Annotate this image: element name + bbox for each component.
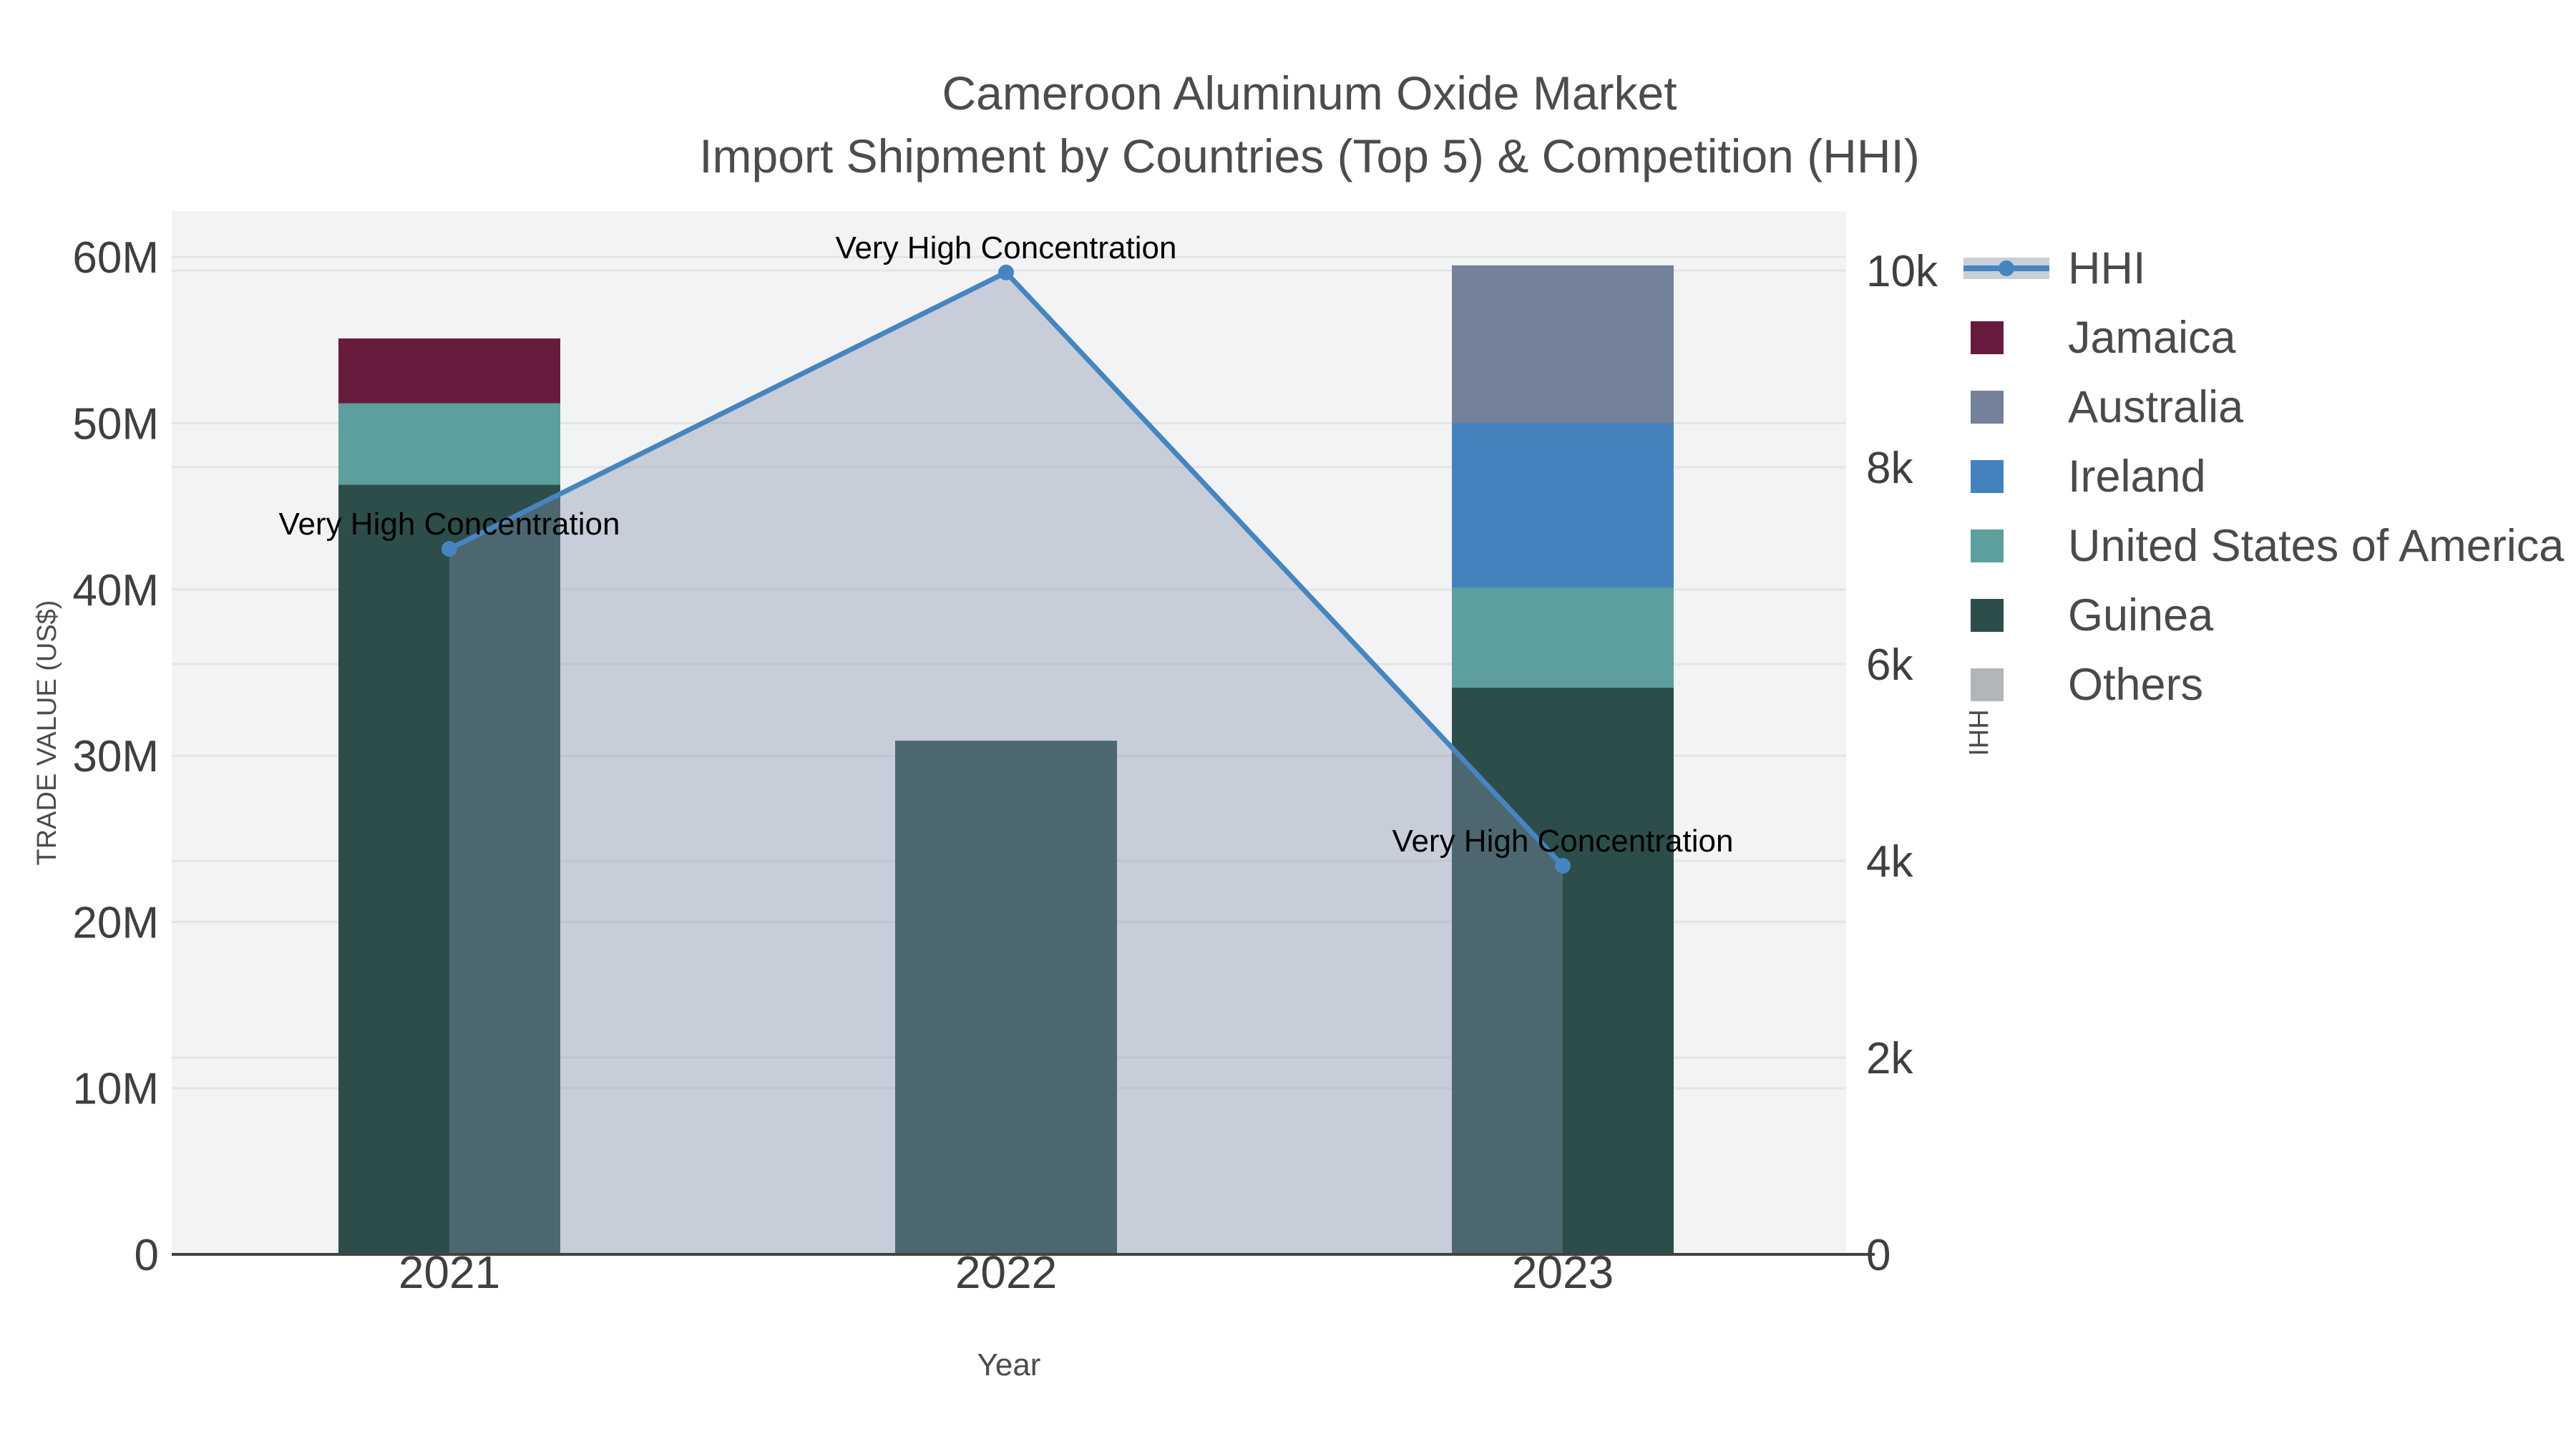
legend-swatch-area	[1961, 459, 2068, 493]
annotation-2023: Very High Concentration	[1392, 824, 1734, 859]
legend-color-swatch-icon	[1971, 668, 2004, 701]
bar-2023-australia[interactable]	[1452, 265, 1674, 424]
hhi-point-2022[interactable]	[998, 264, 1014, 280]
hhi-point-2021[interactable]	[441, 541, 457, 557]
legend-label: Ireland	[2068, 451, 2206, 502]
legend-item-united-states-of-america[interactable]: United States of America	[1961, 511, 2564, 580]
legend: HHI Jamaica Australia Ireland United States …	[1961, 233, 2564, 719]
legend-swatch-area	[1961, 321, 2068, 354]
legend-item-others[interactable]: Others	[1961, 650, 2564, 719]
bar-2022-guinea[interactable]	[895, 741, 1117, 1254]
legend-label: HHI	[2068, 243, 2146, 293]
legend-swatch-area	[1961, 390, 2068, 424]
y-right-tick-2k: 2k	[1866, 1034, 1913, 1083]
y-left-tick-30M: 30M	[72, 732, 159, 781]
annotation-2022: Very High Concentration	[836, 230, 1177, 265]
chart-title-line1: Cameroon Aluminum Oxide Market	[942, 67, 1677, 119]
y-right-tick-0: 0	[1866, 1231, 1890, 1280]
legend-color-swatch-icon	[1971, 529, 2004, 562]
legend-item-australia[interactable]: Australia	[1961, 372, 2564, 441]
legend-label: United States of America	[2068, 520, 2565, 571]
legend-swatch-area	[1961, 668, 2068, 701]
legend-color-swatch-icon	[1971, 459, 2004, 493]
x-axis-title: Year	[977, 1347, 1041, 1382]
y-left-tick-10M: 10M	[72, 1065, 159, 1114]
bar-2023-guinea[interactable]	[1452, 687, 1674, 1254]
y-left-tick-20M: 20M	[72, 898, 159, 947]
bar-2021-united-states-of-america[interactable]	[338, 403, 560, 485]
legend-label: Guinea	[2068, 590, 2214, 640]
hhi-line-swatch-icon	[1963, 257, 2049, 279]
legend-swatch-area	[1961, 529, 2068, 562]
y-right-tick-6k: 6k	[1866, 640, 1913, 690]
x-tick-2021: 2021	[399, 1246, 500, 1298]
legend-label: Jamaica	[2068, 312, 2236, 363]
legend-item-hhi[interactable]: HHI	[1961, 233, 2564, 303]
legend-label: Australia	[2068, 381, 2244, 432]
bar-2023-united-states-of-america[interactable]	[1452, 587, 1674, 688]
y-right-tick-4k: 4k	[1866, 837, 1913, 887]
legend-color-swatch-icon	[1971, 321, 2004, 354]
x-tick-2022: 2022	[955, 1246, 1057, 1298]
legend-swatch-area	[1961, 257, 2068, 279]
y-left-tick-0: 0	[135, 1231, 159, 1280]
y-left-tick-60M: 60M	[72, 233, 159, 283]
bar-2023-ireland[interactable]	[1452, 423, 1674, 588]
x-tick-2023: 2023	[1512, 1246, 1614, 1298]
bar-2021-jamaica[interactable]	[338, 338, 560, 404]
y-right-axis-title: HHI	[1963, 709, 1993, 756]
annotation-2021: Very High Concentration	[279, 507, 620, 542]
bar-2021-guinea[interactable]	[338, 484, 560, 1255]
legend-item-guinea[interactable]: Guinea	[1961, 580, 2564, 650]
legend-color-swatch-icon	[1971, 598, 2004, 632]
y-left-tick-40M: 40M	[72, 566, 159, 615]
hhi-point-2023[interactable]	[1555, 857, 1571, 874]
y-right-tick-8k: 8k	[1866, 444, 1913, 493]
legend-color-swatch-icon	[1971, 390, 2004, 424]
hhi-area-fill	[449, 272, 1563, 1254]
hhi-marker-swatch	[1999, 260, 2014, 276]
chart-title-line2: Import Shipment by Countries (Top 5) & C…	[699, 130, 1920, 182]
legend-item-jamaica[interactable]: Jamaica	[1961, 303, 2564, 372]
legend-label: Others	[2068, 659, 2204, 710]
legend-item-ireland[interactable]: Ireland	[1961, 441, 2564, 511]
y-left-axis-title: TRADE VALUE (US$)	[32, 600, 62, 866]
legend-swatch-area	[1961, 598, 2068, 632]
y-left-tick-50M: 50M	[72, 400, 159, 449]
y-right-tick-10k: 10k	[1866, 247, 1938, 296]
